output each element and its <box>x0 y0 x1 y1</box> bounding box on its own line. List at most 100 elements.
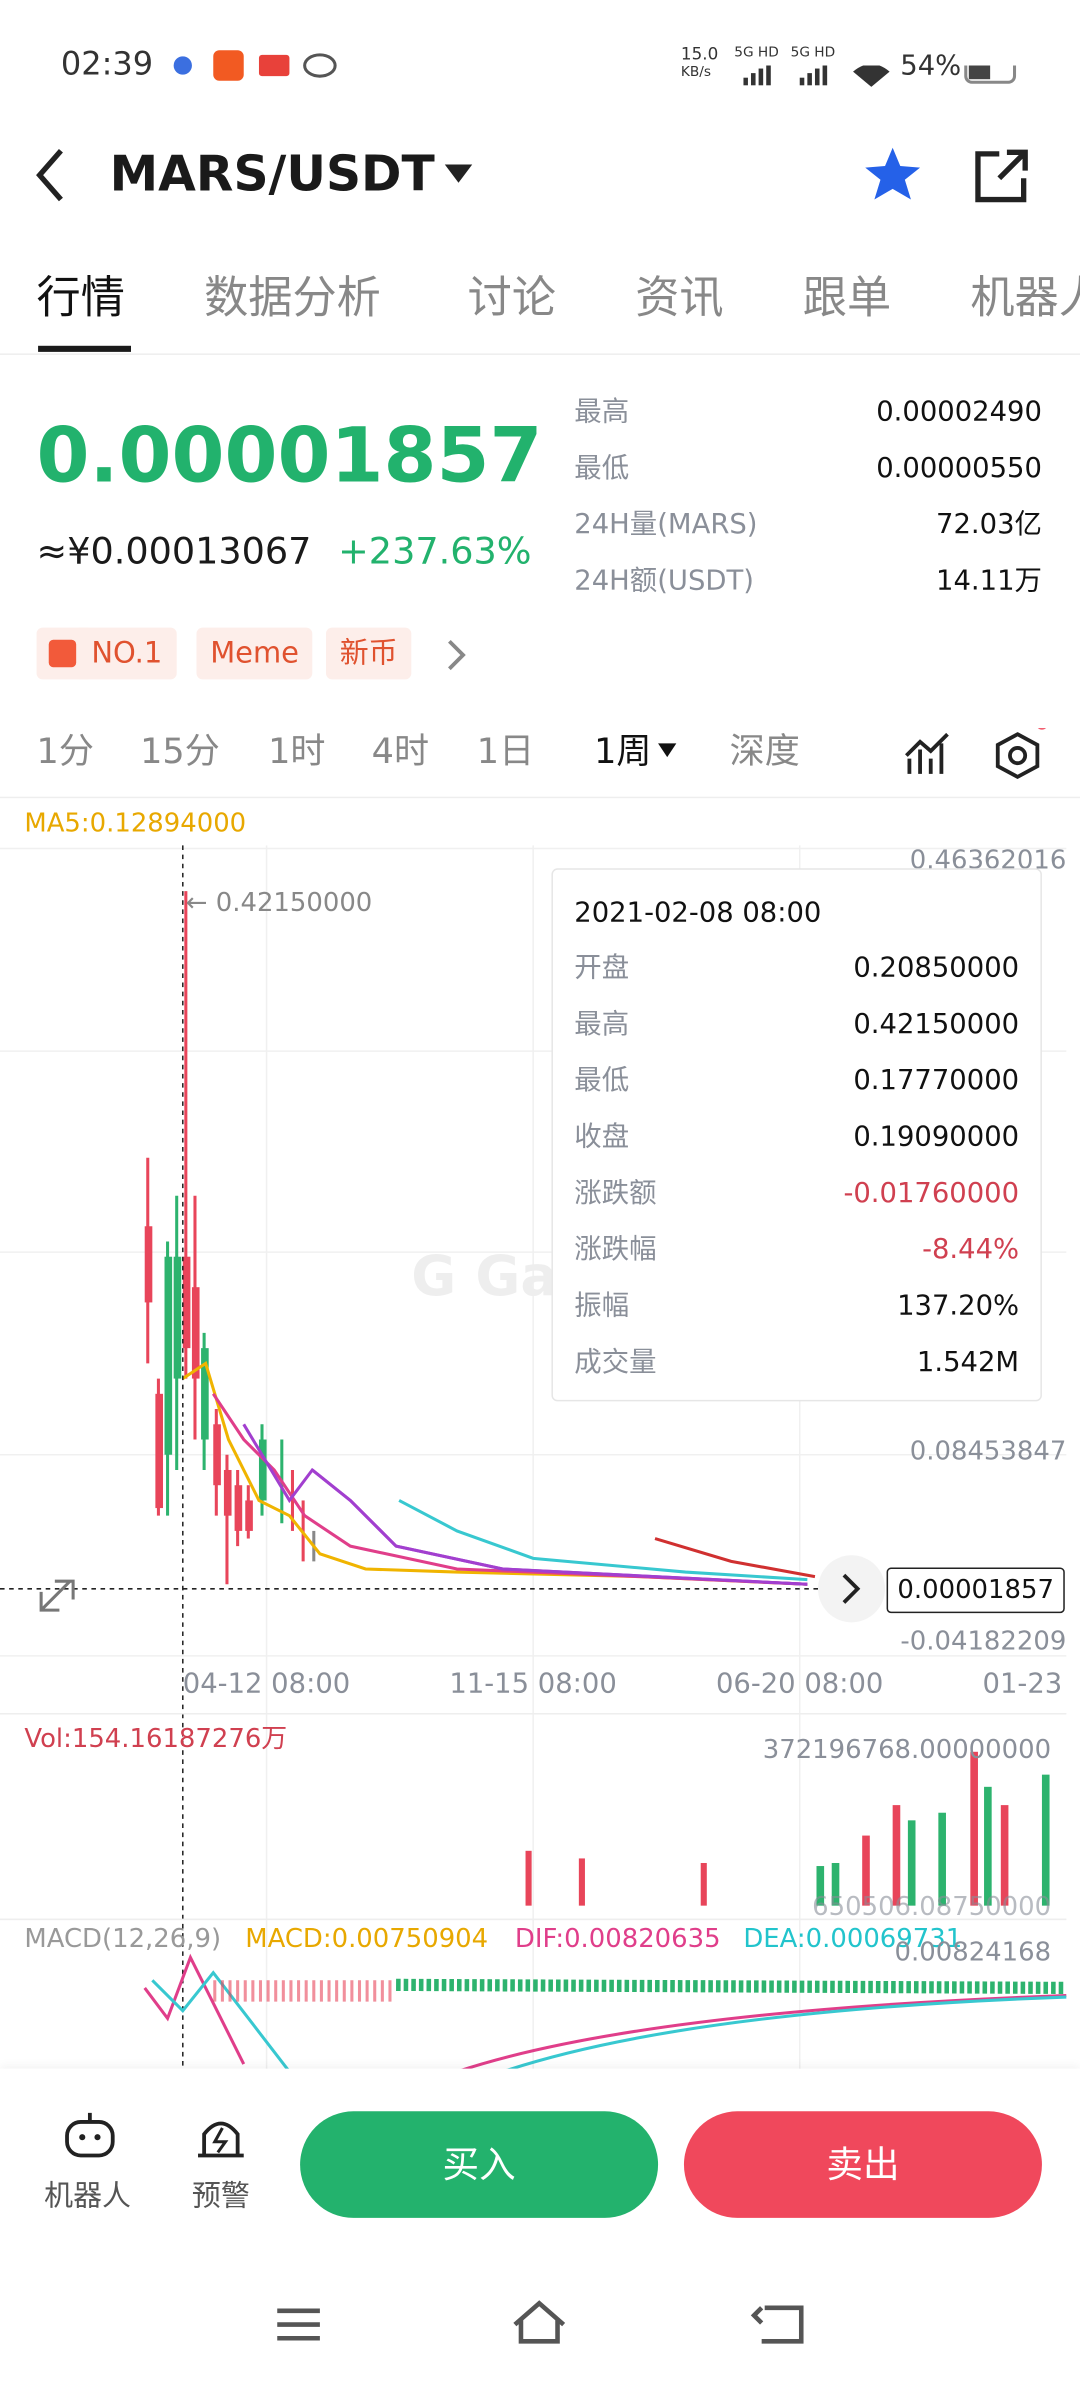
tooltip-value: 0.42150000 <box>853 1008 1020 1041</box>
tooltip-row: 开盘 0.20850000 <box>574 952 1020 985</box>
price-change: +237.63% <box>338 530 532 573</box>
stat-label: 最低 <box>574 452 630 485</box>
network: 5G HD <box>734 45 779 61</box>
tooltip-row: 收盘 0.19090000 <box>574 1121 1020 1154</box>
tab-indicator <box>38 345 132 352</box>
stat-value: 0.00002490 <box>876 396 1042 429</box>
status-icons <box>173 50 337 81</box>
macd-value: MACD:0.00750904 <box>245 1923 489 1955</box>
tooltip-label: 成交量 <box>574 1346 657 1379</box>
tooltip-value: -0.01760000 <box>843 1177 1020 1210</box>
alert-button[interactable]: 预警 <box>191 2179 250 2214</box>
stat-value: 14.11万 <box>936 565 1042 598</box>
tooltip-label: 收盘 <box>574 1121 630 1154</box>
interval-dropdown[interactable] <box>658 743 677 758</box>
dea-value: DEA:0.00069731 <box>743 1923 963 1955</box>
stat-label: 最高 <box>574 396 630 429</box>
kline-chart: G Ga <box>0 845 1067 2072</box>
nav-menu[interactable] <box>277 2308 320 2341</box>
tab[interactable]: 讨论 <box>467 271 557 323</box>
last-price: 0.00001857 <box>36 411 543 500</box>
macd-axis-max: 0.00824168 <box>894 1937 1052 1969</box>
volume-axis-max: 372196768.00000000 <box>762 1735 1052 1766</box>
interval[interactable]: 1日 <box>476 732 535 773</box>
interval[interactable]: 1分 <box>36 732 94 773</box>
signal-icons <box>743 65 1017 87</box>
tooltip-row: 涨跌额 -0.01760000 <box>574 1177 1020 1210</box>
stat-label: 24H量(MARS) <box>574 508 758 541</box>
tooltip-date: 2021-02-08 08:00 <box>574 897 822 930</box>
x-axis-label: 04-12 08:00 <box>182 1668 351 1701</box>
battery-level: 54% <box>900 50 962 83</box>
divider <box>0 796 1080 799</box>
tag-icon <box>36 627 89 680</box>
network: 5G HD <box>790 45 836 61</box>
stat-value: 72.03亿 <box>936 508 1042 541</box>
nav-home[interactable] <box>513 2300 566 2344</box>
tag: Meme <box>196 627 313 680</box>
svg-text:G Ga: G Ga <box>411 1244 557 1308</box>
tooltip-value: 0.19090000 <box>853 1121 1020 1154</box>
nav-back[interactable] <box>750 2305 804 2344</box>
divider <box>0 353 1080 355</box>
interval[interactable]: 4时 <box>371 732 430 773</box>
tag: 新币 <box>325 627 412 680</box>
volume-axis-min: 650506.08750000 <box>812 1891 1052 1923</box>
robot-button[interactable]: 机器人 <box>44 2179 132 2214</box>
dif-value: DIF:0.00820635 <box>514 1923 721 1955</box>
x-axis-label: 01-23 <box>982 1668 1063 1701</box>
back-button[interactable] <box>36 149 63 202</box>
tab[interactable]: 行情 <box>36 271 125 323</box>
tooltip-value: 137.20% <box>897 1290 1020 1323</box>
tooltip-value: 0.20850000 <box>853 952 1020 985</box>
stat-label: 24H额(USDT) <box>574 565 754 598</box>
current-price: 0.00001857 <box>886 1567 1065 1614</box>
x-axis-label: 06-20 08:00 <box>715 1668 884 1701</box>
status-time: 02:39 <box>60 45 154 83</box>
tab[interactable]: 数据分析 <box>204 271 381 323</box>
volume-label: Vol:154.16187276万 <box>24 1724 288 1755</box>
tag: NO.1 <box>73 627 176 680</box>
share[interactable] <box>975 149 1028 203</box>
cny-price: ≈¥0.00013067 <box>36 530 312 573</box>
tooltip: 2021-02-08 08:00 开盘 0.20850000 最高 0.4215000… <box>551 868 1042 1402</box>
favorite[interactable] <box>865 147 921 200</box>
tooltip-row: 最低 0.17770000 <box>574 1064 1020 1097</box>
ma-label: MA5:0.12894000 <box>24 808 247 840</box>
net-speed-unit: KB/s <box>680 65 712 81</box>
tooltip-label: 最高 <box>574 1008 630 1041</box>
buy-button[interactable]: 买入 <box>300 2111 659 2218</box>
sell-button[interactable]: 卖出 <box>683 2111 1042 2218</box>
tooltip-value: 0.17770000 <box>853 1064 1020 1097</box>
net-speed: 15.0 <box>680 44 719 64</box>
macd-params: MACD(12,26,9) <box>24 1923 222 1955</box>
pair-title[interactable]: MARS/USDT <box>109 144 435 203</box>
bottom-icons <box>65 2112 244 2158</box>
more-tags[interactable] <box>442 637 472 674</box>
stat-value: 0.00000550 <box>876 452 1042 485</box>
tab[interactable]: 机器人 <box>970 271 1080 323</box>
price-axis-label: -0.04182209 <box>900 1626 1067 1658</box>
tooltip-row: 最高 0.42150000 <box>574 1011 1019 1038</box>
tab[interactable]: 资讯 <box>635 271 724 323</box>
tooltip-row: 成交量 1.542M <box>574 1346 1020 1379</box>
tooltip-label: 涨跌额 <box>574 1177 657 1210</box>
tooltip-row: 涨跌幅 -8.44% <box>574 1233 1019 1266</box>
nav-bar <box>277 2300 804 2344</box>
price-axis-label: 0.08453847 <box>909 1436 1067 1467</box>
interval[interactable]: 1周 <box>594 732 652 773</box>
x-axis-label: 11-15 08:00 <box>449 1668 617 1701</box>
high-marker: ← 0.42150000 <box>185 888 373 919</box>
interval[interactable]: 15分 <box>140 732 220 773</box>
tooltip-label: 涨跌幅 <box>574 1233 657 1266</box>
tab[interactable]: 跟单 <box>802 271 892 323</box>
tooltip-label: 最低 <box>574 1064 630 1097</box>
tooltip-value: 1.542M <box>916 1346 1020 1379</box>
tooltip-label: 振幅 <box>574 1290 630 1323</box>
chart-tools[interactable] <box>905 728 1057 783</box>
tooltip-label: 开盘 <box>574 952 630 985</box>
interval[interactable]: 深度 <box>729 732 800 773</box>
header-icons <box>36 147 1028 203</box>
interval[interactable]: 1时 <box>268 732 326 773</box>
